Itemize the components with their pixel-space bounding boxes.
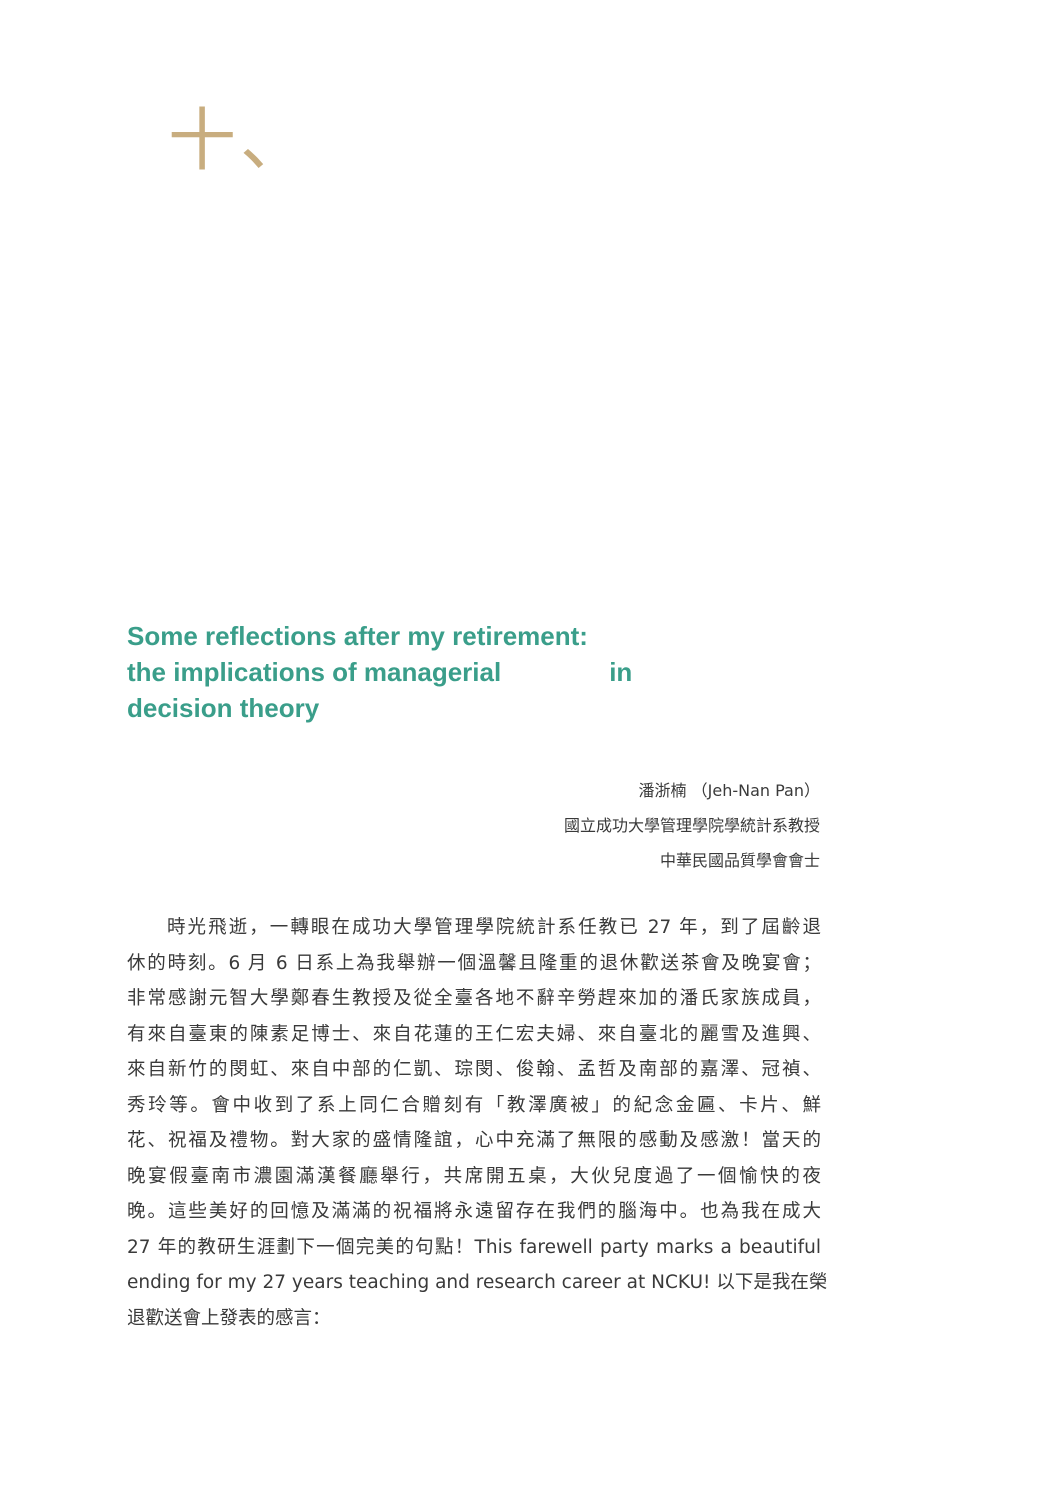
body-line: 有來自臺東的陳素足博士、來自花蓮的王仁宏夫婦、來自臺北的麗雪及進興、 [127,1023,821,1045]
chapter-number: 十、 [168,102,313,181]
title-line-3: decision theory [127,693,320,723]
body-line: 晚。這些美好的回憶及滿滿的祝福將永遠留存在我們的腦海中。也為我在成大 [127,1201,821,1222]
body-line: 退歡送會上發表的感言： [127,1307,331,1329]
body-line: 非常感謝元智大學鄭春生教授及從全臺各地不辭辛勞趕來加的潘氏家族成員， [127,988,821,1009]
body-line: 休的時刻。6 月 6 日系上為我舉辦一個溫馨且隆重的退休歡送茶會及晚宴會； [127,952,821,974]
body-line: 時光飛逝，一轉眼在成功大學管理學院統計系任教已 27 年，到了屆齡退 [167,917,821,938]
author-name: 潘浙楠 （Jeh-Nan Pan） [638,781,820,800]
body-line: 秀玲等。會中收到了系上同仁合贈刻有「教澤廣被」的紀念金匾、卡片、鮮 [127,1094,821,1116]
body-line: 來自新竹的閔虹、來自中部的仁凱、琮閔、俊翰、孟哲及南部的嘉澤、冠禎、 [127,1059,821,1080]
author-affiliation: 國立成功大學管理學院學統計系教授 [563,816,820,835]
body-line: 花、祝福及禮物。對大家的盛情隆誼，心中充滿了無限的感動及感激！當天的 [127,1130,821,1151]
title-line-2: the implications of managerial in [127,654,827,690]
author-honor: 中華民國品質學會會士 [659,851,820,870]
body-paragraph: 時光飛逝，一轉眼在成功大學管理學院統計系任教已 27 年，到了屆齡退 休的時刻。… [127,910,828,1336]
byline: 潘浙楠 （Jeh-Nan Pan） 國立成功大學管理學院學統計系教授 中華民國品… [564,773,820,878]
title-line-2-part-b: in [609,657,633,687]
body-line: 晚宴假臺南市濃園滿漢餐廳舉行，共席開五桌，大伙兒度過了一個愉快的夜 [127,1165,821,1187]
article-title: Some reflections after my retirement: th… [127,618,827,726]
body-line: 27 年的教研生涯劃下一個完美的句點！This farewell party m… [127,1236,821,1258]
body-line: ending for my 27 years teaching and rese… [127,1272,828,1293]
title-line-2-part-a: the implications of managerial [127,657,502,687]
title-line-1: Some reflections after my retirement: [127,621,588,651]
